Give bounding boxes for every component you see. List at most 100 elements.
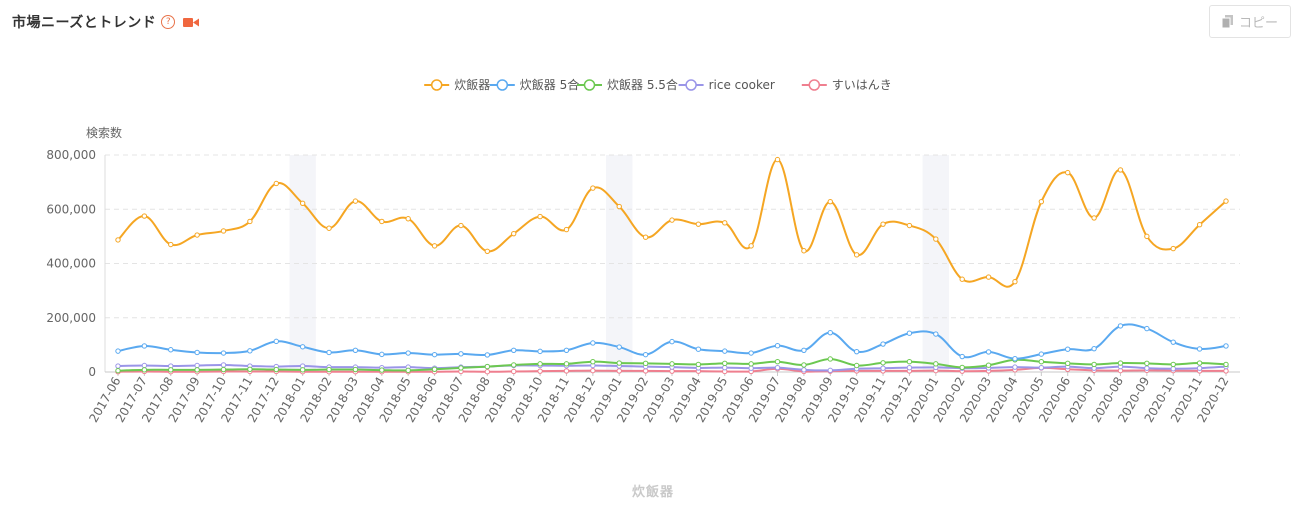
video-camera-icon[interactable] <box>183 17 200 28</box>
data-point[interactable] <box>906 364 913 371</box>
data-point[interactable] <box>959 353 965 360</box>
data-point[interactable] <box>484 363 491 370</box>
data-point[interactable] <box>141 213 148 219</box>
data-point[interactable] <box>1117 167 1124 173</box>
data-point[interactable] <box>168 241 174 248</box>
data-point[interactable] <box>1223 368 1229 374</box>
data-point[interactable] <box>827 356 833 362</box>
data-point[interactable] <box>933 331 939 337</box>
data-point[interactable] <box>748 361 754 367</box>
data-point[interactable] <box>273 180 279 187</box>
data-point[interactable] <box>827 329 833 336</box>
data-point[interactable] <box>379 218 385 225</box>
data-point[interactable] <box>827 367 833 374</box>
data-point[interactable] <box>431 366 438 372</box>
data-point[interactable] <box>537 368 543 374</box>
data-point[interactable] <box>115 348 121 354</box>
data-point[interactable] <box>695 221 702 227</box>
data-point[interactable] <box>299 344 306 350</box>
data-point[interactable] <box>484 369 491 375</box>
data-point[interactable] <box>1170 361 1176 368</box>
data-point[interactable] <box>299 367 306 373</box>
data-point[interactable] <box>1196 365 1203 371</box>
data-point[interactable] <box>194 232 200 238</box>
data-point[interactable] <box>326 349 332 356</box>
data-point[interactable] <box>405 350 411 356</box>
data-point[interactable] <box>563 361 570 367</box>
data-point[interactable] <box>1196 222 1203 228</box>
data-point[interactable] <box>774 156 781 163</box>
data-point[interactable] <box>220 228 227 234</box>
data-point[interactable] <box>537 213 543 220</box>
data-point[interactable] <box>194 362 200 369</box>
data-point[interactable] <box>1012 356 1018 362</box>
data-point[interactable] <box>722 348 728 354</box>
data-point[interactable] <box>1144 233 1150 240</box>
data-point[interactable] <box>273 338 279 345</box>
data-point[interactable] <box>1196 360 1203 366</box>
help-icon[interactable]: ? <box>161 15 176 29</box>
data-point[interactable] <box>247 366 253 372</box>
data-point[interactable] <box>247 218 253 225</box>
data-point[interactable] <box>1038 364 1045 371</box>
data-point[interactable] <box>1117 360 1124 366</box>
data-point[interactable] <box>247 348 253 354</box>
data-point[interactable] <box>642 368 649 374</box>
data-point[interactable] <box>537 348 543 355</box>
data-point[interactable] <box>801 367 807 373</box>
data-point[interactable] <box>273 366 279 373</box>
data-point[interactable] <box>1065 346 1071 352</box>
data-point[interactable] <box>1223 343 1229 349</box>
data-point[interactable] <box>642 234 649 240</box>
data-point[interactable] <box>1091 345 1097 352</box>
data-point[interactable] <box>853 252 860 258</box>
data-point[interactable] <box>458 365 464 371</box>
data-point[interactable] <box>906 358 913 365</box>
data-point[interactable] <box>141 362 148 369</box>
data-point[interactable] <box>168 367 174 373</box>
data-point[interactable] <box>537 361 543 367</box>
data-point[interactable] <box>748 365 754 371</box>
data-point[interactable] <box>1091 361 1097 368</box>
data-point[interactable] <box>431 351 438 358</box>
data-point[interactable] <box>115 237 121 243</box>
copy-button[interactable]: コピー <box>1209 5 1291 38</box>
legend-item[interactable]: rice cooker <box>678 78 775 92</box>
data-point[interactable] <box>880 365 886 371</box>
data-point[interactable] <box>511 362 517 368</box>
data-point[interactable] <box>985 349 992 355</box>
data-point[interactable] <box>985 362 992 368</box>
data-point[interactable] <box>511 368 517 375</box>
legend-item[interactable]: 炊飯器 5.5合 <box>577 77 678 92</box>
data-point[interactable] <box>405 367 411 374</box>
data-point[interactable] <box>695 346 702 352</box>
legend-item[interactable]: 炊飯器 <box>424 77 490 92</box>
data-point[interactable] <box>220 366 227 373</box>
data-point[interactable] <box>1012 278 1018 285</box>
data-point[interactable] <box>220 350 227 356</box>
data-point[interactable] <box>933 236 939 242</box>
data-point[interactable] <box>748 243 754 249</box>
data-point[interactable] <box>563 347 570 353</box>
data-point[interactable] <box>669 361 675 367</box>
data-point[interactable] <box>801 347 807 353</box>
data-point[interactable] <box>906 330 913 336</box>
data-point[interactable] <box>299 200 306 206</box>
data-point[interactable] <box>695 361 702 368</box>
data-point[interactable] <box>1144 325 1150 332</box>
data-point[interactable] <box>880 360 886 366</box>
data-point[interactable] <box>669 338 675 345</box>
data-point[interactable] <box>141 367 148 373</box>
data-point[interactable] <box>906 222 913 229</box>
data-point[interactable] <box>1170 245 1176 252</box>
data-point[interactable] <box>115 367 121 374</box>
data-point[interactable] <box>642 351 649 358</box>
data-point[interactable] <box>458 351 464 357</box>
data-point[interactable] <box>194 349 200 356</box>
data-point[interactable] <box>484 248 491 254</box>
data-point[interactable] <box>722 364 728 371</box>
data-point[interactable] <box>352 347 359 353</box>
data-point[interactable] <box>590 185 596 191</box>
data-point[interactable] <box>484 352 491 358</box>
data-point[interactable] <box>326 225 332 231</box>
